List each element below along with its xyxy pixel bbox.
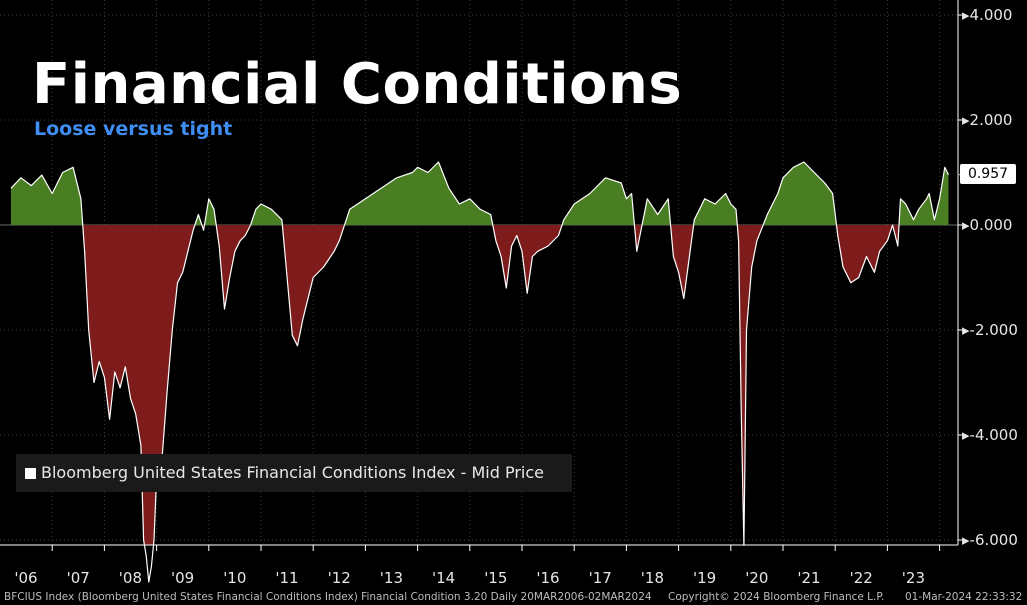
area-fills — [10, 162, 949, 545]
x-tick-label: '16 — [536, 569, 559, 587]
positive-area — [10, 162, 949, 225]
negative-area — [10, 225, 949, 545]
x-tick-label: '13 — [380, 569, 403, 587]
series-line — [10, 161, 950, 583]
footer: BFCIUS Index (Bloomberg United States Fi… — [0, 589, 1027, 605]
x-tick-label: '21 — [797, 569, 820, 587]
x-tick-label: '23 — [902, 569, 925, 587]
x-tick-label: '22 — [850, 569, 873, 587]
x-tick-label: '18 — [641, 569, 664, 587]
series-lines — [10, 161, 950, 583]
legend-label: Bloomberg United States Financial Condit… — [41, 463, 544, 482]
x-tick-label: '20 — [745, 569, 768, 587]
y-tick-label: ▸2.000 — [962, 111, 1012, 129]
x-tick-label: '10 — [223, 569, 246, 587]
footer-timestamp: 01-Mar-2024 22:33:32 — [905, 591, 1023, 603]
x-tick-label: '07 — [67, 569, 90, 587]
chart-subtitle: Loose versus tight — [34, 118, 233, 140]
y-tick-label: ▸-6.000 — [962, 531, 1018, 549]
y-tick-label: ▸-2.000 — [962, 321, 1018, 339]
x-tick-label: '19 — [693, 569, 716, 587]
x-tick-label: '08 — [119, 569, 142, 587]
y-tick-label: ▸-4.000 — [962, 426, 1018, 444]
y-tick-label: ▸4.000 — [962, 6, 1012, 24]
x-tick-label: '09 — [171, 569, 194, 587]
x-tick-label: '06 — [14, 569, 37, 587]
legend: Bloomberg United States Financial Condit… — [16, 454, 572, 492]
x-tick-label: '14 — [432, 569, 455, 587]
chart-title: Financial Conditions — [32, 52, 683, 117]
footer-source: BFCIUS Index (Bloomberg United States Fi… — [4, 591, 652, 603]
x-tick-label: '17 — [589, 569, 612, 587]
x-tick-label: '15 — [484, 569, 507, 587]
legend-swatch — [25, 468, 36, 479]
footer-copyright: Copyright© 2024 Bloomberg Finance L.P. — [668, 591, 885, 603]
x-tick-label: '11 — [275, 569, 298, 587]
last-value-badge: 0.957 — [960, 164, 1016, 184]
axes: ▸4.000 ▸2.000 ▸0.000 ▸-2.000 ▸-4.000 ▸-6.000 '… — [0, 0, 1018, 587]
x-tick-label: '12 — [328, 569, 351, 587]
y-tick-label: ▸0.000 — [962, 216, 1012, 234]
